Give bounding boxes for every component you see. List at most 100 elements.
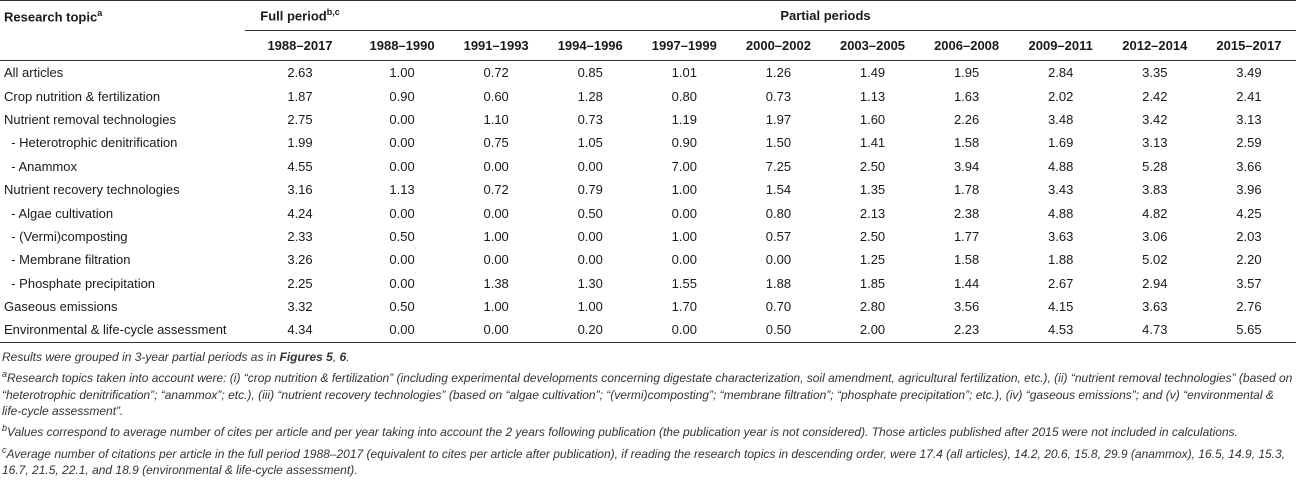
footnote-text: Figures 5 bbox=[279, 349, 333, 364]
cell-value: 3.56 bbox=[953, 299, 980, 315]
table-row: All articles 2.63 1.00 0.72 0.85 1.01 1.26 1.49… bbox=[0, 61, 1296, 85]
cell-value: 3.63 bbox=[1048, 228, 1074, 244]
cell-value: 0.50 bbox=[389, 228, 415, 244]
cell-value: 2.84 bbox=[1048, 65, 1074, 81]
cell-value: 4.53 bbox=[1013, 318, 1108, 343]
cell-value: 3.16 bbox=[287, 182, 313, 198]
cell-value: 1.05 bbox=[577, 135, 603, 151]
cell-value: 0.00 bbox=[389, 111, 415, 127]
cell-value: 3.57 bbox=[1236, 275, 1262, 291]
cell-value: 2.00 bbox=[825, 318, 920, 343]
cell-value: 3.35 bbox=[1142, 65, 1168, 81]
cell-value: 4.88 bbox=[1048, 158, 1074, 174]
cell-value: 4.88 bbox=[1048, 205, 1074, 221]
footnote-text: Average number of citations per article … bbox=[2, 446, 1286, 478]
cell-value: 0.00 bbox=[389, 158, 415, 174]
cell-value: 2.02 bbox=[1048, 88, 1074, 104]
footnote-mark: b bbox=[2, 423, 8, 434]
cell-value: 1.87 bbox=[287, 88, 313, 104]
cell-value: 1.19 bbox=[671, 111, 697, 127]
cell-value: 5.02 bbox=[1142, 252, 1168, 268]
cell-value: 0.80 bbox=[765, 205, 792, 221]
cell-value: 1.10 bbox=[483, 111, 509, 127]
cell-value: 3.48 bbox=[1048, 111, 1074, 127]
cell-value: 1.00 bbox=[577, 299, 603, 315]
cell-value: 1.00 bbox=[389, 65, 415, 81]
topic-header: Research topica bbox=[0, 0, 245, 31]
cell-value: 2.20 bbox=[1236, 252, 1262, 268]
cell-value: 1.55 bbox=[671, 275, 697, 291]
row-label: - Algae cultivation bbox=[4, 205, 114, 221]
table-row: - Algae cultivation 4.24 0.00 0.00 0.50 0.00 0… bbox=[0, 201, 1296, 224]
cell-value: 4.24 bbox=[287, 205, 313, 221]
cell-value: 2.42 bbox=[1142, 88, 1168, 104]
row-label: Nutrient removal technologies bbox=[4, 111, 176, 127]
cell-value: 4.15 bbox=[1048, 299, 1074, 315]
cell-value: 0.85 bbox=[577, 65, 603, 81]
row-label: Nutrient recovery technologies bbox=[4, 182, 180, 198]
table-row: - Anammox 4.55 0.00 0.00 0.00 7.00 7.25 2.50 3.9… bbox=[0, 155, 1296, 178]
column-header: 2012–2014 bbox=[1107, 30, 1202, 61]
cell-value: 1.01 bbox=[671, 65, 697, 81]
cell-value: 1.49 bbox=[859, 65, 886, 81]
cell-value: 7.00 bbox=[671, 158, 697, 174]
cell-value: 2.59 bbox=[1236, 135, 1262, 151]
footnote-mark: a bbox=[2, 369, 8, 380]
cell-value: 1.38 bbox=[483, 275, 509, 291]
cell-value: 1.25 bbox=[859, 252, 886, 268]
cell-value: 3.13 bbox=[1142, 135, 1168, 151]
cell-value: 3.83 bbox=[1142, 182, 1168, 198]
cell-value: 1.97 bbox=[765, 111, 792, 127]
column-header: 2000–2002 bbox=[731, 30, 826, 61]
table-row: Nutrient removal technologies 2.75 0.00 1.1… bbox=[0, 108, 1296, 131]
cell-value: 2.50 bbox=[859, 158, 886, 174]
cell-value: 4.73 bbox=[1107, 318, 1202, 343]
cell-value: 2.80 bbox=[859, 299, 886, 315]
column-header: 1994–1996 bbox=[543, 30, 638, 61]
cell-value: 0.72 bbox=[483, 65, 509, 81]
cell-value: 1.13 bbox=[859, 88, 886, 104]
cell-value: 1.13 bbox=[389, 182, 415, 198]
row-label: Gaseous emissions bbox=[4, 299, 118, 315]
cell-value: 2.13 bbox=[859, 205, 886, 221]
cell-value: 0.50 bbox=[389, 299, 415, 315]
cell-value: 1.00 bbox=[483, 299, 509, 315]
column-header: 2006–2008 bbox=[919, 30, 1014, 61]
column-header: 1997–1999 bbox=[637, 30, 732, 61]
cell-value: 2.75 bbox=[287, 111, 313, 127]
cell-value: 1.78 bbox=[953, 182, 980, 198]
cell-value: 2.03 bbox=[1236, 228, 1262, 244]
cell-value: 3.94 bbox=[953, 158, 980, 174]
footnote: Results were grouped in 3-year partial p… bbox=[2, 349, 1294, 365]
footnote-text: 6 bbox=[339, 349, 347, 364]
cell-value: 4.34 bbox=[245, 318, 355, 343]
cell-value: 4.55 bbox=[287, 158, 313, 174]
table-row: Environmental & life-cycle assessment 4.3… bbox=[0, 318, 1296, 343]
cell-value: 0.00 bbox=[671, 205, 697, 221]
cell-value: 3.42 bbox=[1142, 111, 1168, 127]
cell-value: 0.00 bbox=[671, 252, 697, 268]
table-row: - (Vermi)composting 2.33 0.50 1.00 0.00 1.00 0… bbox=[0, 225, 1296, 248]
cell-value: 1.85 bbox=[859, 275, 886, 291]
cell-value: 1.54 bbox=[765, 182, 792, 198]
cell-value: 5.65 bbox=[1201, 318, 1296, 343]
column-header: 2009–2011 bbox=[1013, 30, 1108, 61]
row-label: - Heterotrophic denitrification bbox=[4, 135, 178, 151]
row-label: - Anammox bbox=[4, 158, 77, 174]
footnote: bValues correspond to average number of … bbox=[2, 420, 1294, 440]
cell-value: 1.60 bbox=[859, 111, 886, 127]
cell-value: 3.96 bbox=[1236, 182, 1262, 198]
table-row: Gaseous emissions 3.32 0.50 1.00 1.00 1.70 0.7… bbox=[0, 295, 1296, 318]
cell-value: 1.69 bbox=[1048, 135, 1074, 151]
cell-value: 1.88 bbox=[1048, 252, 1074, 268]
cell-value: 0.73 bbox=[577, 111, 603, 127]
cell-value: 0.00 bbox=[449, 318, 544, 343]
cell-value: 1.41 bbox=[859, 135, 886, 151]
cell-value: 0.00 bbox=[483, 158, 509, 174]
cell-value: 1.63 bbox=[953, 88, 980, 104]
column-header: 2003–2005 bbox=[825, 30, 920, 61]
table-head: Research topica Full periodb,c Partial p… bbox=[0, 0, 1296, 61]
footnote-text: Results were grouped in 3-year partial p… bbox=[2, 349, 280, 364]
cell-value: 2.50 bbox=[859, 228, 886, 244]
